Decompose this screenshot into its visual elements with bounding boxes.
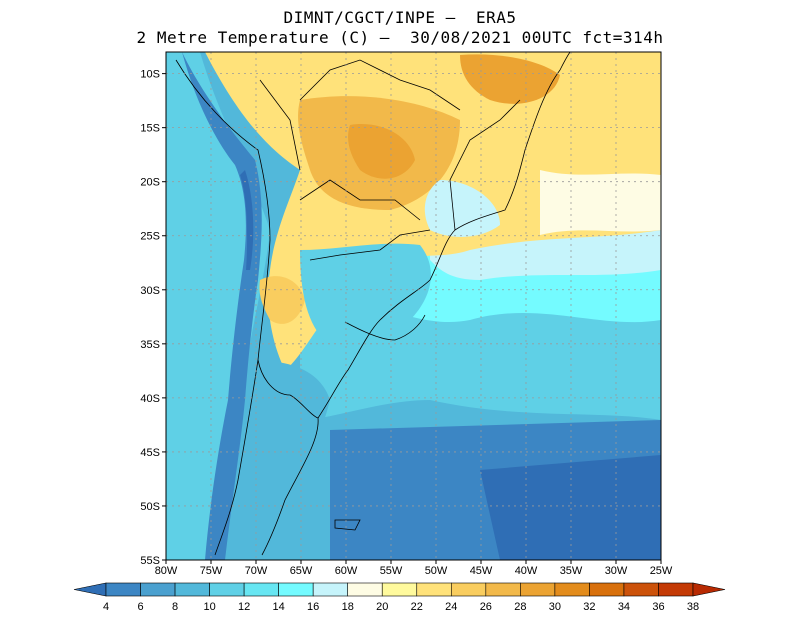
colorbar-label: 6 (137, 601, 143, 613)
colorbar-segment (105, 582, 141, 597)
colorbar-segment (312, 582, 349, 597)
colorbar-label: 20 (376, 601, 388, 613)
longitude-labels: 80W 75W 70W 65W 60W 55W 50W 45W 40W 35W 30W 25W (155, 560, 673, 577)
colorbar-segment (278, 582, 314, 597)
andes-coldest (240, 170, 254, 270)
grid-lines (166, 52, 661, 560)
lon-label: 80W (155, 565, 178, 577)
colorbar-segment (450, 582, 487, 597)
latitude-labels: 10S 15S 20S 25S 30S 35S 40S 45S 50S 55S (140, 69, 166, 567)
colorbar-label: 24 (445, 601, 457, 613)
lat-label: 25S (140, 231, 160, 243)
northwest-argentina-warm (259, 276, 305, 324)
map-frame (165, 51, 662, 561)
interior-hottest (348, 124, 415, 179)
colorbar-label: 26 (480, 601, 492, 613)
border-peru-bolivia (259, 79, 301, 171)
border-brazil-states (449, 99, 521, 231)
rio-de-la-plata (344, 314, 426, 341)
northeast-hot (460, 54, 560, 104)
border-argentina-paraguay (309, 229, 431, 261)
lat-label: 20S (140, 177, 160, 189)
colorbar-segment (209, 582, 245, 597)
lon-label: 50W (425, 565, 448, 577)
falkland-islands (334, 519, 361, 531)
atlantic-patagonia-coast (257, 359, 319, 556)
lon-label: 30W (605, 565, 628, 577)
lon-label: 45W (470, 565, 493, 577)
colorbar-segment (347, 582, 383, 597)
southeast-highland-cool (424, 180, 500, 237)
coastlines-and-borders (175, 52, 571, 556)
colorbar-label: 8 (172, 601, 178, 613)
colorbar-label: 12 (238, 601, 250, 613)
lon-label: 55W (380, 565, 403, 577)
colorbar-max-arrow (692, 582, 726, 597)
map-title-line-1: DIMNT/CGCT/INPE – ERA5 (283, 8, 517, 27)
colorbar-label: 14 (273, 601, 285, 613)
colorbar-segment (589, 582, 625, 597)
lon-label: 35W (560, 565, 583, 577)
lon-label: 75W (200, 565, 223, 577)
pacific-coastline (175, 59, 271, 556)
lon-label: 25W (650, 565, 673, 577)
colorbar-segment (381, 582, 418, 597)
colorbar-label: 4 (103, 601, 109, 613)
lat-label: 10S (140, 69, 160, 81)
lat-label: 30S (140, 285, 160, 297)
lon-label: 40W (515, 565, 538, 577)
southern-cone-cool (300, 243, 431, 347)
map-title-line-2: 2 Metre Temperature (C) – 30/08/2021 00U… (136, 28, 664, 47)
lon-label: 60W (335, 565, 358, 577)
colorbar-label: 28 (514, 601, 526, 613)
colorbar-labels: 4 6 8 10 12 14 16 18 20 22 24 26 28 30 32 34 36 38 (103, 601, 699, 613)
colorbar-segment (554, 582, 590, 597)
subtropical-atlantic (540, 170, 661, 235)
border-brazil-north (299, 59, 461, 111)
colorbar-label: 36 (652, 601, 664, 613)
temperature-field (166, 52, 661, 560)
colorbar-label: 34 (618, 601, 630, 613)
lat-label: 35S (140, 339, 160, 351)
lat-label: 45S (140, 447, 160, 459)
colorbar-segment (416, 582, 452, 597)
colorbar-label: 38 (687, 601, 699, 613)
lat-label: 40S (140, 393, 160, 405)
coldest-south-ocean (480, 455, 661, 560)
colorbar-label: 30 (549, 601, 561, 613)
colorbar-segment (140, 582, 176, 597)
colorbar-label: 22 (411, 601, 423, 613)
colorbar-label: 10 (203, 601, 215, 613)
colorbar-segment (520, 582, 556, 597)
colorbar-segment (485, 582, 521, 597)
colorbar-segment (174, 582, 210, 597)
colorbar-label: 16 (307, 601, 319, 613)
colorbar-segment (623, 582, 659, 597)
colorbar-min-arrow (73, 582, 107, 597)
lat-label: 50S (140, 501, 160, 513)
lon-label: 70W (245, 565, 268, 577)
lat-label: 55S (140, 555, 160, 567)
colorbar (73, 582, 726, 597)
colorbar-segment (658, 582, 694, 597)
colorbar-label: 18 (342, 601, 354, 613)
border-bolivia-paraguay (299, 179, 421, 221)
lon-label: 65W (290, 565, 313, 577)
lat-label: 15S (140, 123, 160, 135)
colorbar-segment (243, 582, 279, 597)
colorbar-label: 32 (583, 601, 595, 613)
